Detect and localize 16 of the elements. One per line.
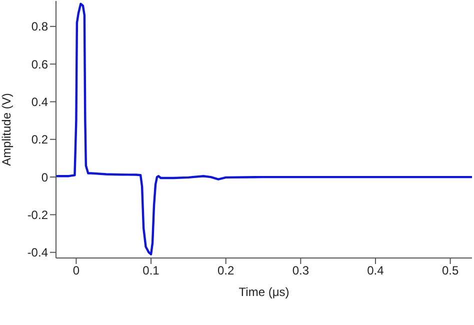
x-tick-label: 0 <box>72 264 80 278</box>
y-tick-label: -0.2 <box>27 208 48 222</box>
x-tick-label: 0.1 <box>142 264 160 278</box>
y-tick-label: 0.2 <box>31 132 48 147</box>
y-tick-label: 0.6 <box>31 57 48 72</box>
x-tick-label: 0.3 <box>292 264 310 278</box>
y-axis-title: Amplitude (V) <box>0 93 14 166</box>
y-tick-label: 0.4 <box>31 94 48 109</box>
x-tick-label: 0.4 <box>367 264 384 278</box>
y-tick-label: 0.8 <box>31 20 48 34</box>
x-tick-label: 0.2 <box>218 264 235 278</box>
x-axis-title: Time (μs) <box>238 285 290 299</box>
y-tick-label: 0 <box>41 170 48 184</box>
y-tick-label: -0.4 <box>27 246 48 260</box>
x-tick-label: 0.5 <box>442 264 459 278</box>
line-series <box>56 2 472 256</box>
